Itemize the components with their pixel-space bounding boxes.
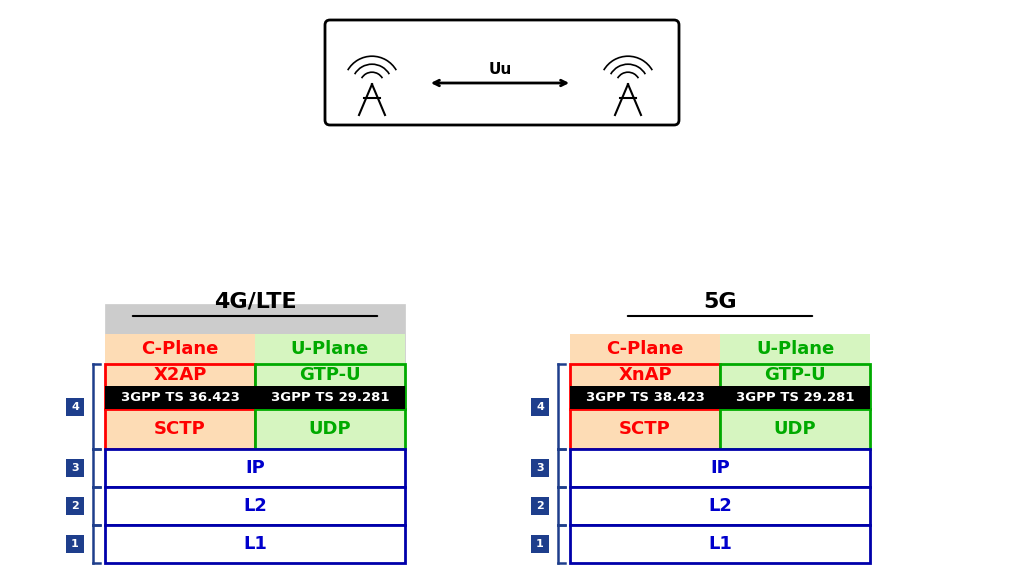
Text: UDP: UDP: [774, 420, 816, 438]
Text: 1: 1: [71, 539, 79, 549]
Text: 3GPP TS 36.423: 3GPP TS 36.423: [121, 391, 240, 404]
FancyBboxPatch shape: [570, 525, 870, 563]
FancyBboxPatch shape: [570, 386, 720, 409]
Text: UDP: UDP: [308, 420, 351, 438]
FancyBboxPatch shape: [531, 397, 549, 416]
FancyBboxPatch shape: [105, 525, 406, 563]
Text: 5G: 5G: [703, 292, 737, 312]
FancyBboxPatch shape: [720, 364, 870, 409]
FancyBboxPatch shape: [105, 487, 406, 525]
FancyBboxPatch shape: [105, 334, 255, 563]
Text: L1: L1: [708, 535, 732, 553]
Text: U-Plane: U-Plane: [291, 340, 369, 358]
Text: U-Plane: U-Plane: [756, 340, 835, 358]
Text: 4G/LTE: 4G/LTE: [214, 292, 296, 312]
FancyBboxPatch shape: [255, 386, 406, 409]
Text: L1: L1: [243, 535, 267, 553]
Text: 3GPP TS 29.281: 3GPP TS 29.281: [736, 391, 854, 404]
FancyBboxPatch shape: [255, 364, 406, 409]
FancyBboxPatch shape: [570, 364, 720, 409]
FancyBboxPatch shape: [66, 535, 84, 553]
FancyBboxPatch shape: [531, 459, 549, 477]
FancyBboxPatch shape: [570, 334, 720, 563]
FancyBboxPatch shape: [720, 334, 870, 563]
Text: 3: 3: [72, 463, 79, 473]
FancyBboxPatch shape: [325, 20, 679, 125]
Text: IP: IP: [710, 459, 730, 477]
FancyBboxPatch shape: [570, 449, 870, 487]
FancyBboxPatch shape: [570, 487, 870, 525]
Text: GTP-U: GTP-U: [299, 366, 360, 384]
FancyBboxPatch shape: [105, 334, 255, 364]
Text: L2: L2: [243, 497, 267, 515]
Text: C-Plane: C-Plane: [606, 340, 684, 358]
FancyBboxPatch shape: [105, 449, 406, 487]
Text: 4: 4: [71, 401, 79, 412]
FancyBboxPatch shape: [720, 386, 870, 409]
FancyBboxPatch shape: [105, 386, 255, 409]
Text: $\mathregular{({|}))}$: $\mathregular{({|}))}$: [370, 80, 374, 86]
Text: 3GPP TS 38.423: 3GPP TS 38.423: [586, 391, 705, 404]
FancyBboxPatch shape: [66, 497, 84, 515]
Text: 3GPP TS 29.281: 3GPP TS 29.281: [270, 391, 389, 404]
FancyBboxPatch shape: [531, 535, 549, 553]
Text: Uu: Uu: [488, 62, 512, 77]
FancyBboxPatch shape: [570, 409, 720, 449]
Text: X2AP: X2AP: [154, 366, 207, 384]
Text: SCTP: SCTP: [620, 420, 671, 438]
Text: GTP-U: GTP-U: [764, 366, 825, 384]
FancyBboxPatch shape: [531, 497, 549, 515]
FancyBboxPatch shape: [720, 409, 870, 449]
Text: C-Plane: C-Plane: [141, 340, 219, 358]
FancyBboxPatch shape: [66, 459, 84, 477]
FancyBboxPatch shape: [570, 334, 720, 364]
Text: 1: 1: [537, 539, 544, 549]
FancyBboxPatch shape: [720, 334, 870, 364]
FancyBboxPatch shape: [66, 397, 84, 416]
FancyBboxPatch shape: [255, 409, 406, 449]
Text: IP: IP: [245, 459, 265, 477]
Text: 4: 4: [536, 401, 544, 412]
FancyBboxPatch shape: [105, 409, 255, 449]
Text: 2: 2: [537, 501, 544, 511]
Text: 2: 2: [71, 501, 79, 511]
FancyBboxPatch shape: [105, 304, 406, 563]
FancyBboxPatch shape: [255, 334, 406, 563]
FancyBboxPatch shape: [255, 334, 406, 364]
Text: SCTP: SCTP: [155, 420, 206, 438]
Text: L2: L2: [708, 497, 732, 515]
Text: XnAP: XnAP: [618, 366, 672, 384]
Text: 3: 3: [537, 463, 544, 473]
FancyBboxPatch shape: [105, 364, 255, 409]
